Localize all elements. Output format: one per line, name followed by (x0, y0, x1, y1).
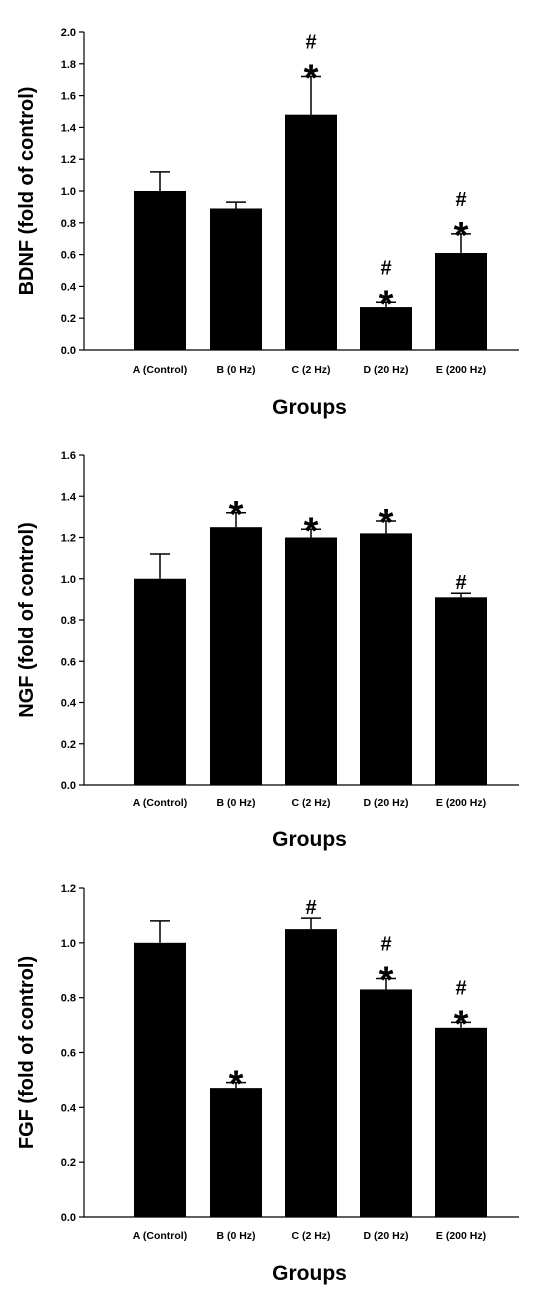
x-tick-label: E (200 Hz) (436, 364, 486, 376)
bar (134, 942, 186, 1217)
significance-hash: # (455, 977, 466, 999)
y-axis-title: BDNF (fold of control) (16, 87, 38, 296)
chart-panel-1: 0.0 0.2 0.4 0.6 0.8 1.0 1.2 1.4 1.6 1.8 2.0 A (Cont… (16, 27, 519, 419)
significance-star: * (454, 215, 469, 257)
y-tick-label: 0.4 (61, 281, 77, 293)
y-tick-label: 1.0 (61, 938, 76, 950)
x-tick-label: D (20 Hz) (364, 797, 409, 809)
bar (285, 537, 337, 785)
y-tick-label: 0.6 (61, 1048, 76, 1060)
y-tick-label: 1.4 (61, 491, 77, 503)
bar (360, 307, 412, 350)
bar (134, 191, 186, 350)
bar (210, 527, 262, 785)
x-tick-label: B (0 Hz) (216, 1230, 255, 1242)
y-axis-title: FGF (fold of control) (16, 956, 38, 1149)
y-tick-label: 1.2 (61, 883, 76, 895)
significance-star: * (304, 58, 319, 100)
y-tick-label: 1.0 (61, 574, 76, 586)
y-tick-label: 1.0 (61, 186, 76, 198)
significance-hash: # (380, 257, 391, 279)
chart-panel-3: 0.0 0.2 0.4 0.6 0.8 1.0 1.2 A (Control) B (0 Hz)… (16, 883, 519, 1285)
y-tick-label: 0.0 (61, 345, 76, 357)
x-axis-title: Groups (272, 828, 347, 851)
y-tick-label: 0.0 (61, 1212, 76, 1224)
y-axis-title: NGF (fold of control) (16, 522, 38, 718)
significance-star: * (379, 283, 394, 325)
significance-star: * (379, 959, 394, 1001)
y-tick-label: 1.8 (61, 59, 76, 71)
bar (134, 578, 186, 785)
significance-hash: # (305, 897, 316, 919)
y-tick-label: 0.2 (61, 739, 76, 751)
y-tick-label: 0.6 (61, 656, 76, 668)
bar (435, 1027, 487, 1217)
bar (285, 114, 337, 351)
significance-hash: # (455, 189, 466, 211)
y-tick-label: 1.2 (61, 154, 76, 166)
y-tick-label: 0.8 (61, 615, 76, 627)
y-tick-label: 1.4 (61, 122, 77, 134)
x-tick-label: C (2 Hz) (291, 1230, 330, 1242)
x-axis-title: Groups (272, 1262, 347, 1285)
bar (435, 253, 487, 350)
y-tick-label: 0.0 (61, 780, 76, 792)
x-tick-label: C (2 Hz) (291, 797, 330, 809)
x-tick-label: B (0 Hz) (216, 797, 255, 809)
x-tick-label: A (Control) (133, 1230, 187, 1242)
chart-panel-2: 0.0 0.2 0.4 0.6 0.8 1.0 1.2 1.4 1.6 A (Control) B … (16, 450, 519, 851)
y-tick-label: 1.6 (61, 91, 76, 103)
y-tick-label: 0.8 (61, 218, 76, 230)
significance-star: * (454, 1003, 469, 1045)
x-tick-label: C (2 Hz) (291, 364, 330, 376)
y-tick-label: 0.2 (61, 1157, 76, 1169)
y-tick-label: 0.6 (61, 250, 76, 262)
significance-star: * (229, 494, 244, 536)
x-tick-label: D (20 Hz) (364, 1230, 409, 1242)
x-tick-label: E (200 Hz) (436, 1230, 486, 1242)
y-tick-label: 0.8 (61, 993, 76, 1005)
significance-hash: # (380, 933, 391, 955)
significance-star: * (379, 502, 394, 544)
x-tick-label: E (200 Hz) (436, 797, 486, 809)
significance-star: * (229, 1064, 244, 1106)
x-tick-label: B (0 Hz) (216, 364, 255, 376)
bar (360, 989, 412, 1217)
x-tick-label: D (20 Hz) (364, 364, 409, 376)
bar (210, 208, 262, 350)
bar (210, 1088, 262, 1217)
significance-hash: # (305, 32, 316, 54)
y-tick-label: 1.6 (61, 450, 76, 462)
bar (360, 533, 412, 785)
significance-hash: # (455, 572, 466, 594)
y-tick-label: 0.4 (61, 1102, 77, 1114)
y-tick-label: 0.4 (61, 698, 77, 710)
x-tick-label: A (Control) (133, 797, 187, 809)
y-tick-label: 2.0 (61, 27, 76, 39)
y-tick-label: 0.2 (61, 313, 76, 325)
bar (435, 597, 487, 785)
bar (285, 929, 337, 1217)
x-tick-label: A (Control) (133, 364, 187, 376)
significance-star: * (304, 510, 319, 552)
y-tick-label: 1.2 (61, 533, 76, 545)
x-axis-title: Groups (272, 396, 347, 419)
